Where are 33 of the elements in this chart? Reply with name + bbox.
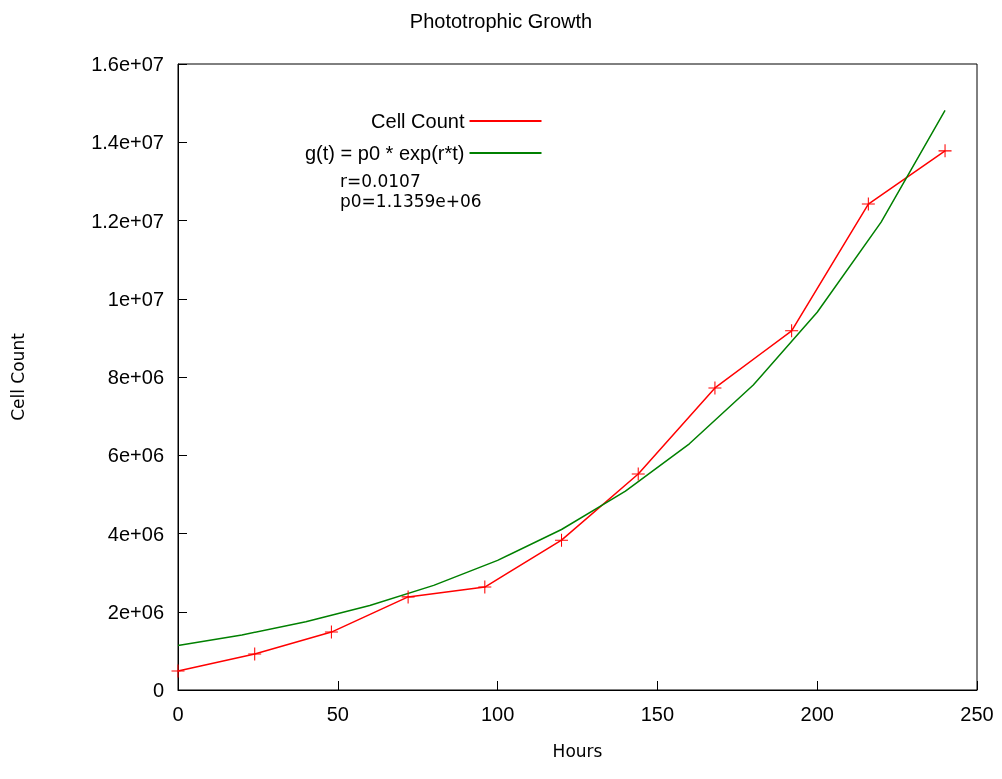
x-tick-label: 50 <box>326 703 349 725</box>
x-tick-label: 100 <box>480 703 515 725</box>
x-axis-title: Hours <box>552 740 603 761</box>
annotation: r=0.0107 <box>340 170 421 191</box>
point <box>248 647 262 661</box>
y-tick-label: 8e+06 <box>107 366 164 388</box>
x-tick-label: 250 <box>960 703 994 725</box>
legend-label: g(t) = p0 * exp(r*t) <box>304 142 465 164</box>
y-tick-label: 4e+06 <box>107 522 164 545</box>
y-tick-label: 2e+06 <box>107 600 164 623</box>
point <box>324 625 338 639</box>
y-tick-label: 1.2e+07 <box>91 209 164 232</box>
point <box>631 467 645 481</box>
y-tick-label: 1e+07 <box>107 287 164 310</box>
y-tick-label: 1.4e+07 <box>91 131 164 154</box>
point <box>938 144 952 158</box>
legend-label: Cell Count <box>371 110 465 132</box>
x-tick-label: 0 <box>172 703 184 725</box>
point <box>785 324 799 338</box>
annotation: p0=1.1359e+06 <box>340 190 482 211</box>
point <box>478 580 492 594</box>
chart-title: Phototrophic Growth <box>409 10 593 32</box>
y-axis-title: Cell Count <box>7 332 28 421</box>
x-tick-label: 150 <box>640 703 675 725</box>
point <box>171 664 185 678</box>
y-tick-label: 0 <box>152 679 164 701</box>
point <box>555 533 569 547</box>
y-tick-label: 1.6e+07 <box>91 53 164 75</box>
x-tick-label: 200 <box>800 703 834 725</box>
y-tick-label: 6e+06 <box>107 444 164 467</box>
point <box>708 381 722 395</box>
point <box>401 590 415 604</box>
point <box>861 197 875 211</box>
